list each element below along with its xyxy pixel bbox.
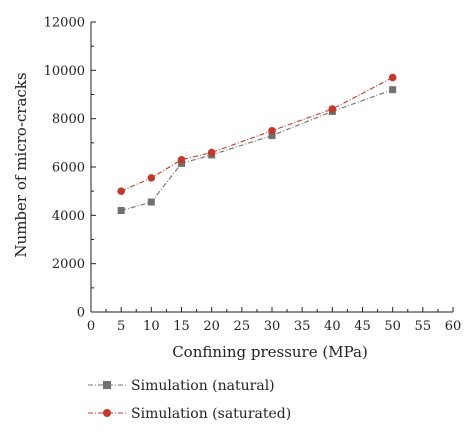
data-point-square: [147, 198, 155, 206]
data-point-circle: [388, 73, 397, 82]
legend-marker-circle-icon: [103, 409, 111, 417]
x-tick-label: 10: [143, 319, 160, 334]
data-point-circle: [328, 105, 337, 113]
x-tick-label: 0: [87, 319, 95, 334]
x-tick-label: 30: [264, 319, 281, 334]
data-point-circle: [117, 187, 125, 195]
y-tick-label: 10000: [44, 64, 85, 79]
x-tick-label: 25: [234, 319, 251, 334]
series-line-0: [121, 89, 393, 212]
x-tick-label: 55: [415, 319, 432, 334]
x-tick-label: 35: [294, 319, 311, 334]
y-tick-label: 12000: [44, 16, 85, 31]
x-tick-label: 5: [117, 319, 125, 334]
legend: Simulation (natural) Simulation (saturat…: [88, 378, 291, 422]
data-point-circle: [177, 155, 186, 164]
axes: 0 5 10 15 20 25 30 35 40 45 50 55 60 0 2000 4000 6000 800…: [44, 16, 462, 335]
x-tick-label: 50: [384, 319, 401, 334]
y-tick-label: 6000: [52, 161, 85, 176]
legend-label-natural: Simulation (natural): [131, 378, 275, 394]
y-tick-label: 2000: [52, 257, 85, 272]
y-axis-title: Number of micro-cracks: [12, 72, 30, 257]
x-axis-title: Confining pressure (MPa): [172, 343, 368, 361]
x-tick-label: 60: [445, 319, 462, 334]
data-point-square: [268, 132, 276, 140]
x-tick-label: 40: [324, 319, 341, 334]
y-tick-label: 8000: [52, 112, 85, 127]
legend-item-natural: Simulation (natural): [88, 378, 275, 394]
data-point-square: [117, 207, 125, 214]
series-layer: [117, 73, 397, 214]
legend-label-saturated: Simulation (saturated): [131, 406, 291, 422]
x-tick-label: 20: [203, 319, 220, 334]
data-point-circle: [268, 126, 276, 135]
y-tick-label: 0: [77, 306, 85, 321]
legend-marker-square-icon: [103, 381, 111, 389]
x-tick-label: 15: [173, 319, 190, 334]
legend-item-saturated: Simulation (saturated): [88, 406, 291, 422]
data-point-circle: [147, 174, 156, 182]
data-point-circle: [207, 148, 216, 157]
y-tick-label: 4000: [52, 209, 85, 224]
series-line-1: [120, 77, 393, 192]
data-point-square: [389, 86, 397, 94]
x-tick-label: 45: [354, 319, 371, 334]
